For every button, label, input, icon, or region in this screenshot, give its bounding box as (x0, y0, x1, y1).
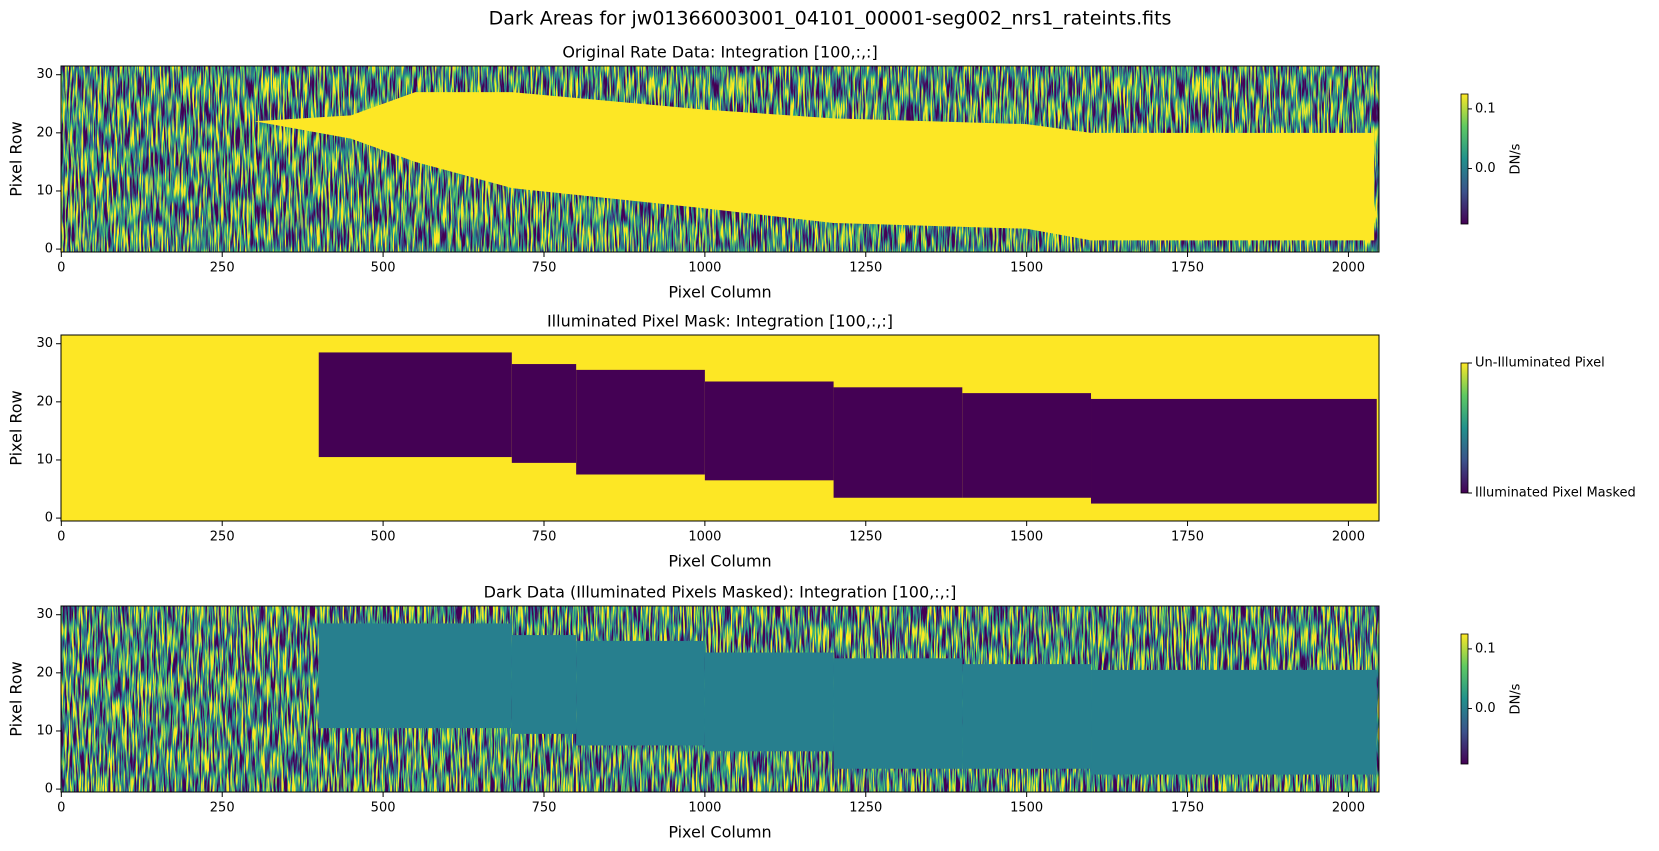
y-tick-label: 30 (36, 607, 53, 622)
x-tick-label: 1750 (1171, 530, 1204, 545)
colorbar-tick-label: Illuminated Pixel Masked (1475, 486, 1636, 501)
x-tick-label: 250 (210, 261, 235, 276)
plot-area (61, 335, 1379, 521)
colorbar (1460, 93, 1469, 225)
panel: 0 250 500 750 1000 1250 1500 1750 2000 0 10 20 30 Dar… (7, 583, 1524, 842)
panel-title: Original Rate Data: Integration [100,:,:… (562, 43, 877, 62)
x-axis-label: Pixel Column (668, 823, 771, 842)
x-tick-label: 250 (210, 801, 235, 816)
y-tick-label: 10 (36, 452, 53, 467)
mask-region (704, 381, 834, 481)
y-tick-label: 20 (36, 125, 53, 140)
colorbar-label: DN/s (1509, 683, 1524, 714)
x-tick-label: 250 (210, 530, 235, 545)
y-tick-label: 30 (36, 336, 53, 351)
colorbar-tick-label: 0.0 (1475, 161, 1496, 176)
mask-region (1091, 669, 1377, 775)
mask-region (318, 623, 512, 729)
colorbar (1460, 362, 1469, 494)
mask-region (833, 387, 963, 498)
plot-area (61, 66, 1379, 252)
x-tick-label: 1250 (849, 530, 882, 545)
x-axis-label: Pixel Column (668, 552, 771, 571)
colorbar (1460, 633, 1469, 765)
panel-title: Dark Data (Illuminated Pixels Masked): I… (484, 583, 957, 602)
mask-region (576, 640, 705, 746)
x-tick-label: 750 (532, 530, 557, 545)
axes-frame (60, 65, 1380, 253)
x-tick-label: 2000 (1332, 261, 1365, 276)
x-tick-label: 1000 (688, 261, 721, 276)
y-tick-label: 0 (45, 242, 53, 257)
y-tick-label: 0 (45, 511, 53, 526)
mask-region (511, 364, 577, 463)
panel-title: Illuminated Pixel Mask: Integration [100… (547, 312, 893, 331)
x-tick-label: 0 (57, 530, 65, 545)
axes-frame (60, 605, 1380, 793)
colorbar-label: DN/s (1509, 143, 1524, 174)
mask-region (511, 635, 577, 734)
x-tick-label: 1500 (1010, 261, 1043, 276)
y-axis-label: Pixel Row (7, 390, 26, 465)
colorbar-tick-label: Un-Illuminated Pixel (1475, 356, 1605, 371)
y-tick-label: 10 (36, 723, 53, 738)
x-tick-label: 2000 (1332, 801, 1365, 816)
x-tick-label: 1750 (1171, 261, 1204, 276)
axes-frame (60, 334, 1380, 522)
x-tick-label: 750 (532, 261, 557, 276)
x-tick-label: 1250 (849, 801, 882, 816)
x-tick-label: 0 (57, 801, 65, 816)
y-tick-label: 10 (36, 183, 53, 198)
y-tick-label: 20 (36, 665, 53, 680)
mask-region (962, 393, 1092, 498)
y-tick-label: 0 (45, 782, 53, 797)
x-tick-label: 750 (532, 801, 557, 816)
mask-region (318, 352, 512, 458)
colorbar-tick-label: 0.1 (1475, 641, 1496, 656)
colorbar-tick-label: 0.0 (1475, 701, 1496, 716)
x-tick-label: 1500 (1010, 530, 1043, 545)
x-tick-label: 500 (371, 801, 396, 816)
mask-region (1091, 398, 1377, 504)
x-tick-label: 1000 (688, 530, 721, 545)
mask-region (962, 664, 1092, 769)
x-tick-label: 1000 (688, 801, 721, 816)
mask-region (833, 658, 963, 769)
x-tick-label: 1500 (1010, 801, 1043, 816)
panel: 0 250 500 750 1000 1250 1500 1750 2000 0 10 20 30 Ori… (7, 43, 1524, 302)
x-tick-label: 1250 (849, 261, 882, 276)
y-axis-label: Pixel Row (7, 661, 26, 736)
figure-title: Dark Areas for jw01366003001_04101_00001… (489, 8, 1172, 30)
x-tick-label: 0 (57, 261, 65, 276)
y-tick-label: 20 (36, 394, 53, 409)
colorbar-tick-label: 0.1 (1475, 101, 1496, 116)
x-tick-label: 500 (371, 261, 396, 276)
illuminated-band (254, 92, 1375, 241)
mask-region (704, 652, 834, 752)
x-tick-label: 1750 (1171, 801, 1204, 816)
x-tick-label: 500 (371, 530, 396, 545)
y-tick-label: 30 (36, 67, 53, 82)
y-axis-label: Pixel Row (7, 121, 26, 196)
mask-region (576, 369, 705, 475)
x-tick-label: 2000 (1332, 530, 1365, 545)
plot-area (61, 606, 1379, 792)
panel: 0 250 500 750 1000 1250 1500 1750 2000 0 10 20 30 Ill… (7, 312, 1636, 571)
x-axis-label: Pixel Column (668, 283, 771, 302)
